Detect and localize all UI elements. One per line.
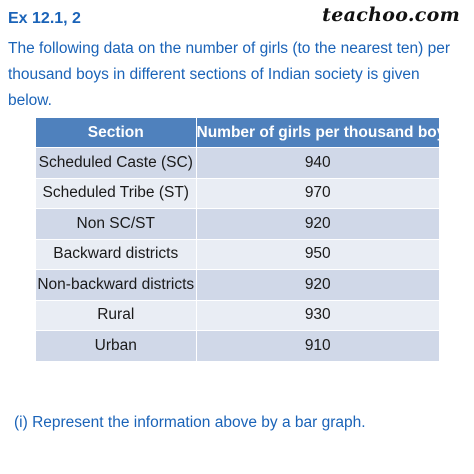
cell-value: 970 — [196, 177, 439, 209]
column-header-value: Number of girls per thousand boys — [196, 118, 454, 148]
table-row: Non SC/ST 920 — [36, 208, 439, 239]
table-row: Scheduled Tribe (ST) 970 — [36, 177, 439, 209]
cell-value: 930 — [196, 299, 439, 331]
cell-section: Backward districts — [36, 238, 197, 270]
teachoo-logo: teachoo.com — [322, 4, 460, 26]
question-text: (i) Represent the information above by a… — [14, 414, 366, 431]
column-header-section: Section — [36, 118, 197, 148]
intro-paragraph: The following data on the number of girl… — [8, 40, 450, 109]
cell-section: Urban — [36, 330, 197, 361]
table-row: Rural 930 — [36, 299, 439, 331]
table-row: Non-backward districts 920 — [36, 269, 439, 300]
cell-section: Rural — [36, 299, 197, 331]
table-row: Backward districts 950 — [36, 238, 439, 270]
cell-value: 950 — [196, 238, 439, 270]
cell-section: Non SC/ST — [36, 208, 197, 239]
exercise-label: Ex 12.1, 2 — [8, 10, 81, 27]
data-table: Section Number of girls per thousand boy… — [36, 118, 454, 361]
cell-section: Scheduled Tribe (ST) — [36, 177, 197, 209]
cell-section: Non-backward districts — [36, 269, 197, 300]
cell-value: 940 — [196, 147, 439, 178]
table-row: Scheduled Caste (SC) 940 — [36, 147, 439, 178]
cell-section: Scheduled Caste (SC) — [36, 147, 197, 178]
table-row: Urban 910 — [36, 330, 439, 361]
cell-value: 910 — [196, 330, 439, 361]
table-header-row: Section Number of girls per thousand boy… — [36, 118, 454, 148]
cell-value: 920 — [196, 208, 439, 239]
cell-value: 920 — [196, 269, 439, 300]
